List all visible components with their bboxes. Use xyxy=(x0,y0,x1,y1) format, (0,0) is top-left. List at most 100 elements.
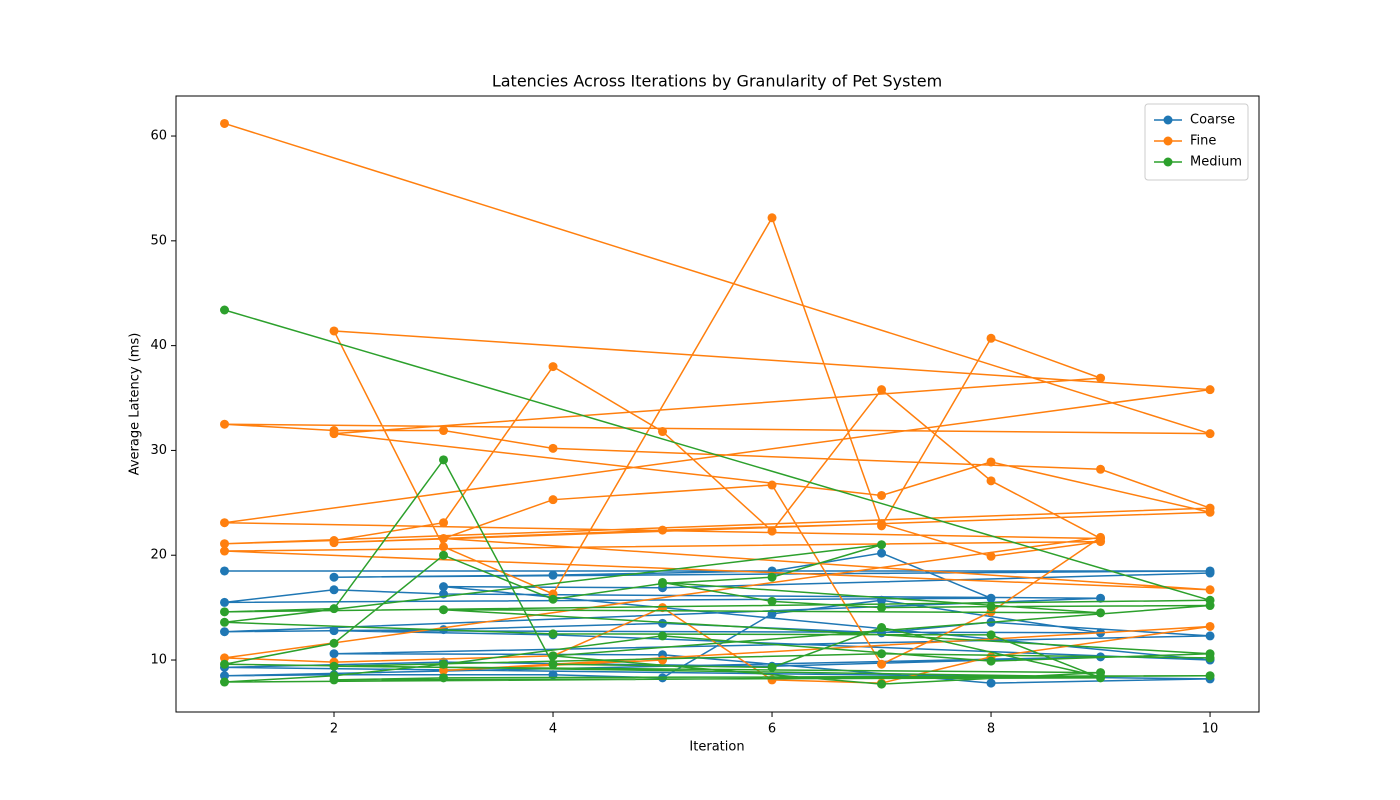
point xyxy=(220,539,230,549)
point xyxy=(548,659,558,669)
point xyxy=(877,490,887,500)
plot-frame xyxy=(175,95,1260,713)
y-tick-label: 60 xyxy=(150,129,167,144)
point xyxy=(439,666,449,676)
point xyxy=(877,603,887,613)
point xyxy=(877,385,887,395)
point xyxy=(1096,593,1106,603)
point xyxy=(329,649,339,659)
legend-marker xyxy=(1163,136,1173,146)
x-tick-label: 10 xyxy=(1202,722,1219,737)
point xyxy=(1205,568,1215,578)
point xyxy=(220,546,230,556)
point xyxy=(767,213,777,223)
point xyxy=(220,597,230,607)
series xyxy=(220,548,1215,688)
point xyxy=(877,623,887,633)
line xyxy=(224,309,1211,685)
point xyxy=(1205,601,1215,611)
point xyxy=(986,593,996,603)
point xyxy=(439,426,449,436)
point xyxy=(439,550,449,560)
point xyxy=(548,594,558,604)
point xyxy=(439,605,449,615)
point xyxy=(1096,464,1106,474)
point xyxy=(329,572,339,582)
point xyxy=(220,518,230,528)
point xyxy=(658,603,668,613)
point xyxy=(877,659,887,669)
point xyxy=(329,604,339,614)
point xyxy=(767,662,777,672)
point xyxy=(220,659,230,669)
point xyxy=(1205,653,1215,663)
series xyxy=(220,118,1215,688)
point xyxy=(1205,631,1215,641)
point xyxy=(1096,373,1106,383)
point xyxy=(220,305,230,315)
point xyxy=(548,651,558,661)
point xyxy=(877,679,887,689)
y-tick-label: 20 xyxy=(150,548,167,563)
point xyxy=(767,596,777,606)
point xyxy=(767,480,777,490)
point xyxy=(877,540,887,550)
y-tick-label: 40 xyxy=(150,338,167,353)
legend-label: Coarse xyxy=(1190,113,1235,128)
point xyxy=(1205,671,1215,681)
point xyxy=(767,526,777,536)
point xyxy=(658,655,668,665)
point xyxy=(439,533,449,543)
point xyxy=(329,429,339,439)
legend-marker xyxy=(1163,115,1173,125)
y-tick-label: 30 xyxy=(150,443,167,458)
point xyxy=(220,671,230,681)
point xyxy=(220,677,230,687)
point xyxy=(986,333,996,343)
line xyxy=(224,552,1211,684)
point xyxy=(220,566,230,576)
point xyxy=(986,602,996,612)
x-tick-label: 6 xyxy=(768,722,776,737)
point xyxy=(329,326,339,336)
point xyxy=(220,419,230,429)
point xyxy=(329,626,339,636)
point xyxy=(220,607,230,617)
point xyxy=(877,519,887,529)
point xyxy=(986,656,996,666)
point xyxy=(439,673,449,683)
point xyxy=(658,631,668,641)
x-tick-label: 2 xyxy=(330,722,338,737)
point xyxy=(329,638,339,648)
point xyxy=(658,525,668,535)
point xyxy=(986,551,996,561)
point xyxy=(1205,385,1215,395)
y-axis-label: Average Latency (ms) xyxy=(128,333,143,476)
point xyxy=(329,585,339,595)
point xyxy=(548,629,558,639)
point xyxy=(439,455,449,465)
point xyxy=(1096,532,1106,542)
point xyxy=(1205,507,1215,517)
point xyxy=(439,542,449,552)
point xyxy=(1205,621,1215,631)
point xyxy=(548,443,558,453)
point xyxy=(1205,585,1215,595)
point xyxy=(986,630,996,640)
chart-title: Latencies Across Iterations by Granulari… xyxy=(492,72,942,91)
series xyxy=(220,305,1215,689)
point xyxy=(767,572,777,582)
point xyxy=(329,661,339,671)
point xyxy=(1096,608,1106,618)
point xyxy=(329,538,339,548)
x-tick-label: 8 xyxy=(987,722,995,737)
point xyxy=(986,678,996,688)
x-tick-label: 4 xyxy=(549,722,557,737)
point xyxy=(1205,429,1215,439)
point xyxy=(439,659,449,669)
point xyxy=(1096,668,1106,678)
point xyxy=(439,582,449,592)
point xyxy=(658,577,668,587)
point xyxy=(220,617,230,627)
